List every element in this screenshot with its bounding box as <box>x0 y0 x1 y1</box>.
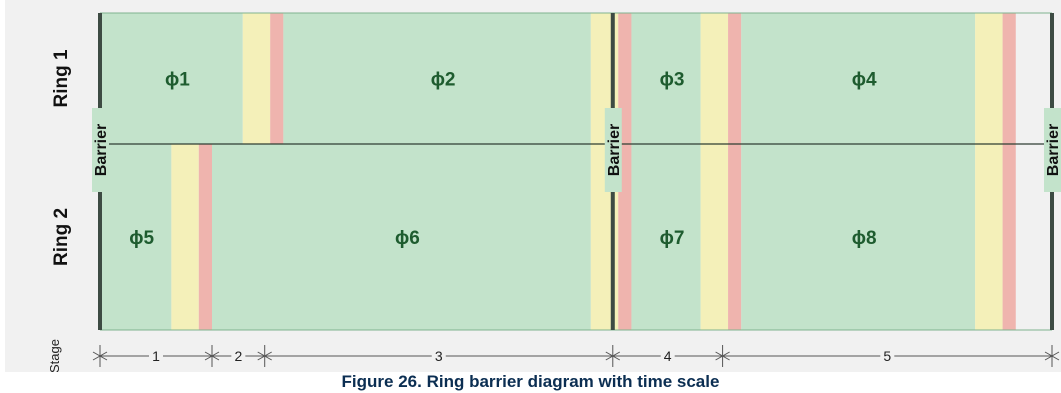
stage-2: 25s <box>212 348 265 364</box>
phase-green-interval <box>631 144 701 330</box>
stage-arrowhead-right <box>210 351 220 361</box>
stage-number: 5 <box>883 348 891 364</box>
phase-ϕ6: ϕ6 <box>212 144 632 330</box>
stage-number-background <box>880 348 895 363</box>
phase-ϕ7: ϕ7 <box>631 144 742 330</box>
stage-boundary-tick <box>92 345 108 367</box>
ring-barrier-diagram: ϕ1 ϕ2 ϕ3 ϕ4 ϕ5 ϕ6 ϕ7 ϕ8 Barrier Barrier Barrier Rin… <box>47 12 1061 372</box>
ring-2: ϕ5 ϕ6 ϕ7 ϕ8 <box>100 144 1016 330</box>
phase-red-interval <box>728 13 742 144</box>
ring-label: Ring 1 <box>51 49 72 107</box>
rings-group: ϕ1 ϕ2 ϕ3 ϕ4 ϕ5 ϕ6 ϕ7 ϕ8 <box>100 13 1016 330</box>
phase-label: ϕ1 <box>165 70 190 91</box>
phase-label: ϕ3 <box>660 70 685 91</box>
barrier-label: Barrier <box>606 124 623 176</box>
stage-number: 1 <box>152 348 160 364</box>
stage-arrowhead-right <box>721 351 730 361</box>
stage-axis: 110s25s330s410s525s <box>92 345 1060 367</box>
phase-label: ϕ2 <box>431 70 456 91</box>
stage-number-background <box>431 348 446 363</box>
stage-arrowhead-right <box>611 351 621 361</box>
phase-label: ϕ8 <box>852 228 877 249</box>
phase-green-interval <box>631 13 701 144</box>
phase-label: ϕ5 <box>129 228 154 249</box>
phase-red-interval <box>270 13 284 144</box>
stage-boundary-tick <box>1044 345 1060 367</box>
stage-number-background <box>660 348 675 363</box>
phase-ϕ4: ϕ4 <box>741 13 1016 144</box>
phase-ϕ1: ϕ1 <box>100 13 284 144</box>
phase-yellow-interval <box>700 13 729 144</box>
phase-ϕ8: ϕ8 <box>741 144 1016 330</box>
diagram-panel: ϕ1 ϕ2 ϕ3 ϕ4 ϕ5 ϕ6 ϕ7 ϕ8 Barrier Barrier Barrier Rin… <box>5 0 1061 372</box>
phase-yellow-interval <box>242 13 271 144</box>
stage-boundary-tick <box>715 345 730 367</box>
phase-yellow-interval <box>171 144 199 330</box>
phase-red-interval <box>198 144 212 330</box>
phase-green-interval <box>212 144 591 330</box>
phase-yellow-interval <box>975 144 1003 330</box>
phase-ϕ5: ϕ5 <box>100 144 212 330</box>
stage-boundary-tick <box>204 345 220 367</box>
phase-red-interval <box>728 144 742 330</box>
phase-yellow-interval <box>700 144 729 330</box>
stage-number: 3 <box>435 348 443 364</box>
stage-boundary-tick <box>605 345 621 367</box>
phase-label: ϕ4 <box>852 70 877 91</box>
ring-label: Ring 2 <box>51 208 72 266</box>
phase-ϕ2: ϕ2 <box>283 13 632 144</box>
barrier-2: Barrier <box>604 13 623 330</box>
barrier-label-background <box>92 108 109 192</box>
stage-arrowhead-left <box>92 351 102 361</box>
phase-green-interval <box>741 144 976 330</box>
stage-arrowhead-right <box>263 351 272 361</box>
stage-boundary-tick <box>257 345 272 367</box>
phase-green-interval <box>100 144 172 330</box>
stage-number: 2 <box>234 348 242 364</box>
phase-red-interval <box>1002 13 1016 144</box>
stage-5: 525s <box>722 348 1052 364</box>
phase-green-interval <box>100 13 243 144</box>
stage-number-background <box>149 348 163 363</box>
stage-3: 330s <box>264 348 613 364</box>
phase-label: ϕ7 <box>660 228 685 249</box>
ring-1: ϕ1 ϕ2 ϕ3 ϕ4 <box>100 13 1016 144</box>
barrier-label-background <box>604 108 622 192</box>
stage-number: 4 <box>664 348 672 364</box>
phase-label: ϕ6 <box>395 228 420 249</box>
figure-caption: Figure 26. Ring barrier diagram with tim… <box>341 372 720 391</box>
stage-arrowhead-right <box>1050 351 1060 361</box>
barrier-1: Barrier <box>92 13 110 330</box>
phase-green-interval <box>741 13 976 144</box>
barrier-3: Barrier <box>1044 13 1061 330</box>
phase-ϕ3: ϕ3 <box>631 13 742 144</box>
phase-green-interval <box>283 13 591 144</box>
stage-arrowhead-right <box>98 351 108 361</box>
phase-yellow-interval <box>975 13 1003 144</box>
barrier-label: Barrier <box>1045 124 1061 176</box>
stage-1: 110s <box>100 348 212 364</box>
barrier-label: Barrier <box>93 124 110 176</box>
stage-number-background <box>231 348 246 363</box>
barrier-label-background <box>1044 108 1061 192</box>
stage-axis-label: Stage <box>47 339 62 372</box>
phase-red-interval <box>1002 144 1016 330</box>
stage-4: 410s <box>612 348 723 364</box>
